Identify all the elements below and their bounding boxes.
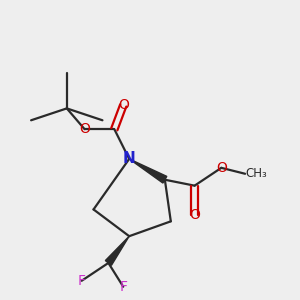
Text: CH₃: CH₃ (245, 167, 267, 180)
Text: O: O (118, 98, 129, 112)
Text: F: F (119, 280, 127, 294)
Text: O: O (216, 161, 227, 175)
Polygon shape (105, 236, 129, 265)
Text: F: F (78, 274, 86, 288)
Text: O: O (189, 208, 200, 222)
Polygon shape (129, 159, 167, 183)
Text: N: N (123, 152, 136, 166)
Text: O: O (79, 122, 90, 136)
